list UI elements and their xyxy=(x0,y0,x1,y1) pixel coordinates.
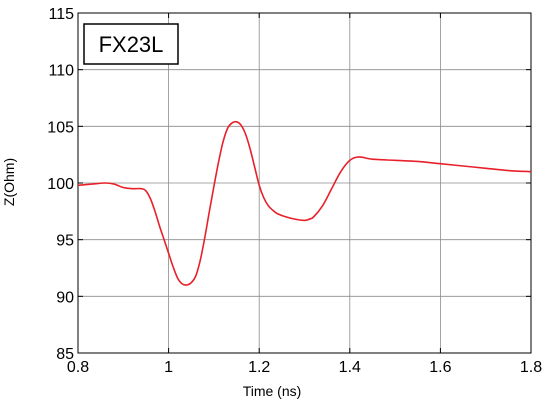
tick-marks xyxy=(77,12,532,354)
y-axis-title: Z(Ohm) xyxy=(1,158,17,206)
y-tick-label: 95 xyxy=(56,233,74,250)
legend-label: FX23L xyxy=(99,32,164,57)
y-tick-label: 85 xyxy=(56,346,74,363)
x-tick-labels: 0.8 1 1.2 1.4 1.6 1.8 xyxy=(67,359,542,376)
x-tick-label: 1.8 xyxy=(520,359,542,376)
x-tick-label: 1 xyxy=(164,359,173,376)
y-tick-labels: 85 90 95 100 105 110 115 xyxy=(47,6,74,363)
legend-box: FX23L xyxy=(83,23,179,65)
y-tick-label: 115 xyxy=(48,6,74,23)
x-tick-label: 1.2 xyxy=(248,359,270,376)
x-tick-label: 0.8 xyxy=(67,359,89,376)
x-tick-label: 1.4 xyxy=(339,359,361,376)
y-tick-label: 100 xyxy=(47,176,74,193)
legend-frame xyxy=(83,23,179,65)
y-tick-label: 110 xyxy=(48,63,74,80)
series-line-impedance xyxy=(77,120,532,286)
y-tick-label: 105 xyxy=(47,119,74,136)
x-axis-title: Time (ns) xyxy=(243,383,302,399)
y-tick-label: 90 xyxy=(56,289,74,306)
grid-lines xyxy=(78,13,531,353)
x-tick-label: 1.6 xyxy=(429,359,451,376)
